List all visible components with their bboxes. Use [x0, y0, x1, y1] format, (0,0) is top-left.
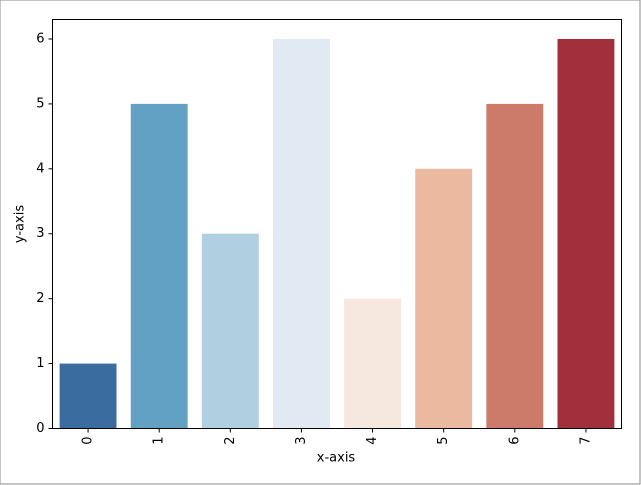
bar — [272, 38, 330, 429]
bar — [486, 103, 544, 429]
y-tick-label: 4 — [36, 161, 44, 176]
x-axis-label: x-axis — [317, 451, 356, 466]
bar — [201, 233, 259, 429]
y-tick-label: 1 — [36, 356, 44, 371]
bar — [59, 363, 117, 429]
y-tick-label: 2 — [36, 291, 44, 306]
bar — [557, 38, 615, 429]
y-tick-label: 5 — [36, 96, 44, 111]
x-tick-label: 7 — [578, 437, 593, 445]
axes-frame — [52, 19, 622, 429]
y-tick-label: 3 — [36, 226, 44, 241]
y-tick-label: 6 — [36, 31, 44, 46]
bar — [415, 168, 473, 429]
bar — [344, 298, 402, 429]
x-tick-label: 5 — [436, 437, 451, 445]
bar — [130, 103, 188, 429]
x-tick-label: 3 — [294, 437, 309, 445]
y-tick-label: 0 — [36, 421, 44, 436]
y-axis-label: y-axis — [13, 205, 28, 243]
x-tick-label: 1 — [152, 437, 167, 445]
x-tick-label: 4 — [365, 437, 380, 445]
x-tick-label: 2 — [223, 437, 238, 445]
x-tick-label: 6 — [507, 437, 522, 445]
x-tick-label: 0 — [81, 437, 96, 445]
